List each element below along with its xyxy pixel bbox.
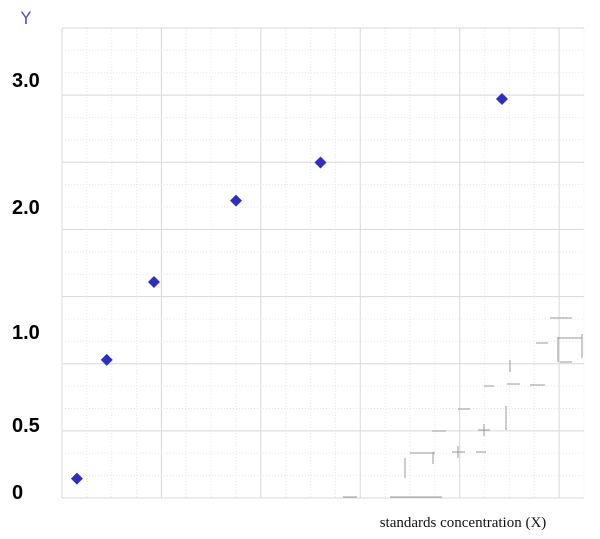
data-point <box>230 194 242 207</box>
y-axis-label: Y <box>20 9 32 29</box>
y-tick-label: 0.5 <box>12 415 40 437</box>
x-axis-label: standards concentration (X) <box>380 515 547 531</box>
grid <box>61 27 585 499</box>
y-tick-label: 1.0 <box>12 322 40 344</box>
data-point <box>495 93 508 106</box>
data-point <box>100 353 113 366</box>
y-tick-labels: 3.0 2.0 1.0 0.5 0 <box>12 70 40 504</box>
data-points <box>70 93 508 485</box>
corner-marks <box>343 317 583 498</box>
y-tick-label: 0 <box>12 482 23 504</box>
y-tick-label: 3.0 <box>12 70 40 92</box>
data-point <box>314 156 327 169</box>
data-point <box>70 472 83 485</box>
data-point <box>147 276 160 288</box>
y-tick-label: 2.0 <box>12 197 40 219</box>
